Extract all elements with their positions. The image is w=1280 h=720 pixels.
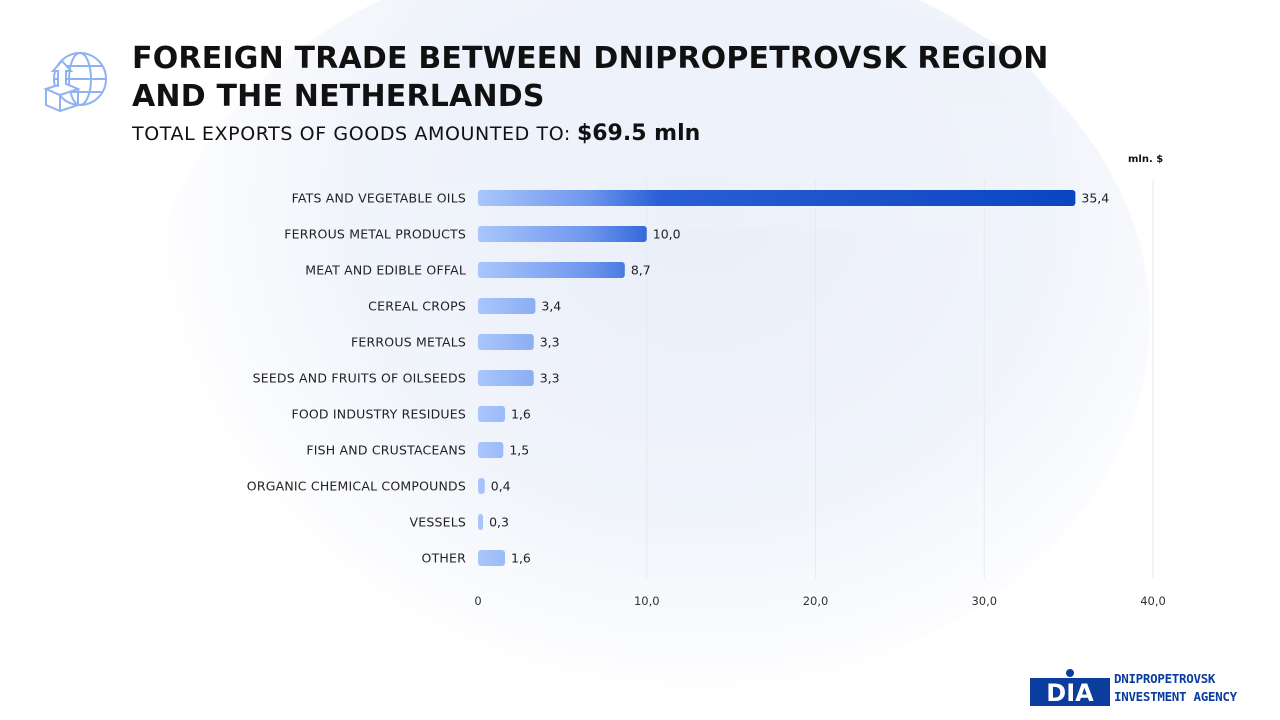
category-label: FATS AND VEGETABLE OILS	[292, 191, 466, 206]
dia-logo-letters: DIA	[1046, 679, 1094, 707]
gridlines	[646, 180, 1154, 578]
bar	[478, 190, 1076, 206]
value-label: 0,4	[491, 479, 511, 494]
value-label: 3,4	[541, 299, 561, 314]
category-label: CEREAL CROPS	[368, 299, 466, 314]
category-label: FISH AND CRUSTACEANS	[306, 443, 466, 458]
value-label: 1,6	[511, 551, 531, 566]
x-tick-label: 30,0	[971, 594, 997, 608]
bar	[478, 262, 625, 278]
bar	[478, 406, 505, 422]
category-label: OTHER	[422, 551, 467, 566]
bar	[478, 550, 505, 566]
value-label: 10,0	[653, 227, 681, 242]
bar	[478, 298, 536, 314]
dia-logo-mark: DIA	[1030, 669, 1110, 707]
total-exports-value: $69.5 mln	[576, 121, 701, 146]
x-tick-label: 0	[474, 594, 481, 608]
dia-logo-line1: DNIPROPETROVSK	[1114, 671, 1216, 686]
value-label: 8,7	[631, 263, 651, 278]
bar	[478, 370, 534, 386]
dia-logo-line2: INVESTMENT AGENCY	[1114, 689, 1237, 704]
bar	[478, 478, 485, 494]
value-label: 3,3	[540, 335, 560, 350]
bar	[478, 442, 504, 458]
category-label: MEAT AND EDIBLE OFFAL	[305, 263, 466, 278]
total-exports-line: TOTAL EXPORTS OF GOODS AMOUNTED TO: $69.5…	[132, 121, 700, 146]
x-tick-label: 40,0	[1140, 594, 1166, 608]
bar	[478, 226, 647, 242]
dia-logo: DIA DNIPROPETROVSK INVESTMENT AGENCY	[1030, 668, 1242, 710]
labels: 0 10,0 20,0 30,0 40,0 FATS AND VEGETABLE OILS…	[247, 191, 1166, 609]
category-label: VESSELS	[409, 515, 466, 530]
bars	[478, 190, 1076, 566]
bar	[478, 334, 534, 350]
page-title: FOREIGN TRADE BETWEEN DNIPROPETROVSK REG…	[132, 41, 1049, 114]
category-label: FOOD INDUSTRY RESIDUES	[291, 407, 466, 422]
value-label: 35,4	[1081, 191, 1109, 206]
category-label: SEEDS AND FRUITS OF OILSEEDS	[253, 371, 466, 386]
value-label: 1,5	[509, 443, 529, 458]
total-exports-label: TOTAL EXPORTS OF GOODS AMOUNTED TO:	[132, 123, 571, 145]
globe-export-icon	[43, 52, 107, 113]
units-label: mln. $	[1128, 154, 1164, 165]
value-label: 0,3	[489, 515, 509, 530]
category-label: FERROUS METALS	[351, 335, 466, 350]
category-label: ORGANIC CHEMICAL COMPOUNDS	[247, 479, 466, 494]
category-label: FERROUS METAL PRODUCTS	[284, 227, 466, 242]
value-label: 3,3	[540, 371, 560, 386]
dia-logo-text: DNIPROPETROVSK INVESTMENT AGENCY	[1114, 670, 1237, 706]
x-tick-label: 10,0	[634, 594, 660, 608]
bar	[478, 514, 484, 530]
value-label: 1,6	[511, 407, 531, 422]
x-tick-label: 20,0	[803, 594, 829, 608]
